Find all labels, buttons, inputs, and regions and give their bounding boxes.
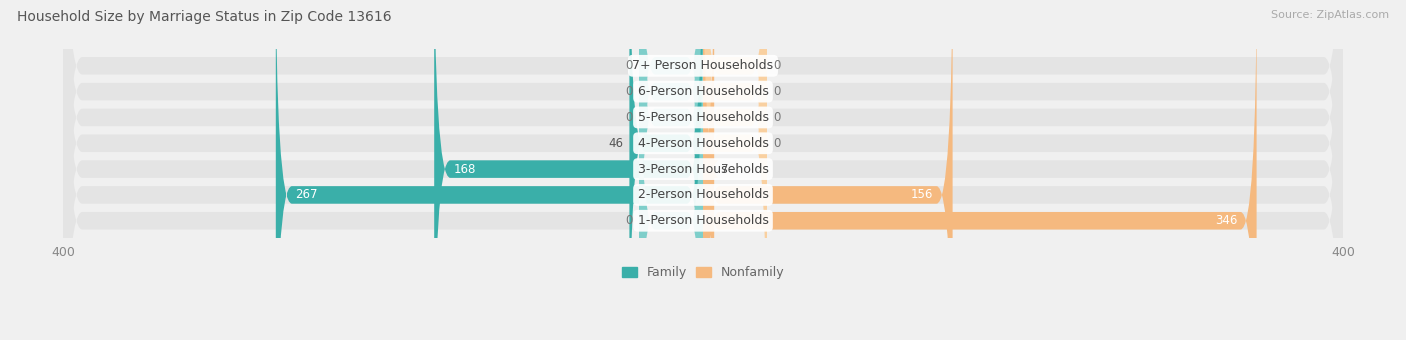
Text: 46: 46 <box>607 137 623 150</box>
Text: 5-Person Households: 5-Person Households <box>637 111 769 124</box>
Text: 0: 0 <box>773 137 780 150</box>
Text: 346: 346 <box>1215 214 1237 227</box>
FancyBboxPatch shape <box>703 0 768 340</box>
Text: 7+ Person Households: 7+ Person Households <box>633 59 773 72</box>
FancyBboxPatch shape <box>434 0 703 340</box>
FancyBboxPatch shape <box>638 0 703 315</box>
FancyBboxPatch shape <box>63 0 1343 340</box>
FancyBboxPatch shape <box>699 0 718 340</box>
Text: 0: 0 <box>773 59 780 72</box>
Text: Household Size by Marriage Status in Zip Code 13616: Household Size by Marriage Status in Zip… <box>17 10 391 24</box>
Text: 4-Person Households: 4-Person Households <box>637 137 769 150</box>
Text: 3-Person Households: 3-Person Households <box>637 163 769 175</box>
FancyBboxPatch shape <box>703 0 1257 340</box>
FancyBboxPatch shape <box>703 0 768 315</box>
Text: 7: 7 <box>721 163 728 175</box>
FancyBboxPatch shape <box>638 0 703 340</box>
FancyBboxPatch shape <box>638 0 703 340</box>
FancyBboxPatch shape <box>703 0 768 340</box>
Text: 0: 0 <box>626 214 633 227</box>
Text: 0: 0 <box>626 85 633 98</box>
FancyBboxPatch shape <box>703 0 768 340</box>
Text: 156: 156 <box>911 188 934 201</box>
FancyBboxPatch shape <box>63 0 1343 340</box>
Text: Source: ZipAtlas.com: Source: ZipAtlas.com <box>1271 10 1389 20</box>
Text: 0: 0 <box>773 85 780 98</box>
FancyBboxPatch shape <box>63 0 1343 340</box>
FancyBboxPatch shape <box>63 0 1343 340</box>
FancyBboxPatch shape <box>630 0 703 340</box>
FancyBboxPatch shape <box>63 0 1343 340</box>
Text: 0: 0 <box>626 111 633 124</box>
Text: 1-Person Households: 1-Person Households <box>637 214 769 227</box>
FancyBboxPatch shape <box>63 0 1343 340</box>
Text: 0: 0 <box>773 111 780 124</box>
FancyBboxPatch shape <box>638 0 703 340</box>
FancyBboxPatch shape <box>63 0 1343 340</box>
Text: 2-Person Households: 2-Person Households <box>637 188 769 201</box>
FancyBboxPatch shape <box>276 0 703 340</box>
Text: 267: 267 <box>295 188 318 201</box>
Text: 168: 168 <box>453 163 475 175</box>
Text: 0: 0 <box>626 59 633 72</box>
Text: 6-Person Households: 6-Person Households <box>637 85 769 98</box>
Legend: Family, Nonfamily: Family, Nonfamily <box>617 261 789 284</box>
FancyBboxPatch shape <box>703 0 953 340</box>
